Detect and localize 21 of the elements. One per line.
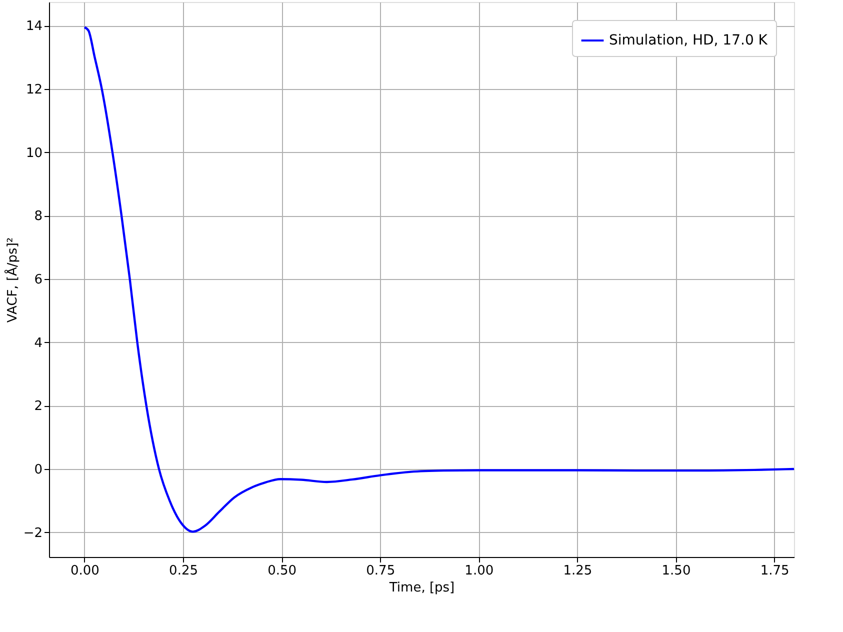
y-axis-title: VACF, [Å/ps]²	[3, 237, 20, 323]
legend-label: Simulation, HD, 17.0 K	[609, 32, 768, 48]
y-tick-label: −2	[23, 526, 42, 541]
x-tick-label: 1.25	[563, 564, 592, 578]
x-tick-label: 0.50	[268, 564, 297, 578]
y-tick-label: 4	[34, 336, 42, 351]
x-tick-label: 0.25	[169, 564, 198, 578]
x-tick-label: 1.00	[464, 564, 494, 578]
x-tick-label: 0.00	[70, 564, 100, 578]
x-tick-label: 0.75	[366, 564, 396, 578]
y-tick-label: 2	[34, 399, 42, 414]
y-tick-label: 14	[26, 19, 42, 34]
y-tick-label: 10	[26, 146, 42, 161]
x-tick-label: 1.50	[662, 564, 691, 578]
y-tick-label: 6	[34, 272, 42, 288]
y-tick-label: 0	[34, 462, 42, 478]
x-tick-label: 1.75	[760, 564, 790, 578]
x-axis-title: Time, [ps]	[388, 580, 455, 596]
y-tick-label: 12	[26, 82, 42, 98]
line-series	[83, 26, 796, 533]
y-tick-label: 8	[34, 209, 42, 224]
